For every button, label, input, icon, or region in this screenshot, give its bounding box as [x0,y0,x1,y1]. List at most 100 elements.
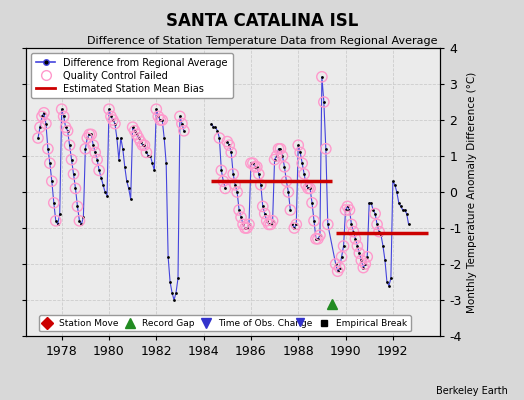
Point [340,243,348,249]
Point [260,210,269,217]
Point [223,138,232,145]
Point [353,243,362,249]
Point [347,221,356,228]
Text: SANTA CATALINA ISL: SANTA CATALINA ISL [166,12,358,30]
Point [272,153,281,159]
Point [42,120,50,127]
Point [284,189,292,195]
Point [270,156,279,163]
Legend: Station Move, Record Gap, Time of Obs. Change, Empirical Break: Station Move, Record Gap, Time of Obs. C… [39,315,411,332]
Point [46,160,54,166]
Point [38,113,46,120]
Text: Berkeley Earth: Berkeley Earth [436,386,508,396]
Point [142,149,150,156]
Point [290,225,299,231]
Point [178,120,186,127]
Point [349,228,357,235]
Point [133,131,141,138]
Point [219,178,227,184]
Point [345,207,354,213]
Point [140,142,149,148]
Point [361,261,369,267]
Point [180,128,188,134]
Point [276,146,285,152]
Point [371,210,379,217]
Point [158,117,167,123]
Point [34,135,42,141]
Point [221,185,230,192]
Point [156,117,165,123]
Point [257,182,265,188]
Point [310,218,318,224]
Point [239,221,247,228]
Point [359,264,367,271]
Point [300,171,308,177]
Point [105,106,113,112]
Point [95,167,103,174]
Point [335,264,344,271]
Point [109,117,117,123]
Point [225,142,233,148]
Point [308,200,316,206]
Point [134,135,143,141]
Point [130,128,139,134]
Point [294,142,302,148]
Point [87,131,95,138]
Point [68,156,76,163]
Point [83,135,92,141]
Point [59,113,68,120]
Point [136,138,145,145]
Point [341,207,350,213]
Point [111,120,119,127]
Point [235,207,243,213]
Point [215,135,224,141]
Point [243,225,251,231]
Point [258,203,267,210]
Point [241,225,249,231]
Point [40,110,48,116]
Point [61,124,70,130]
Point [332,261,340,267]
Point [278,153,287,159]
Point [333,268,342,274]
Point [318,74,326,80]
Point [89,142,97,148]
Point [58,106,66,112]
Text: Difference of Station Temperature Data from Regional Average: Difference of Station Temperature Data f… [87,36,437,46]
Point [298,160,307,166]
Point [363,254,372,260]
Point [292,221,300,228]
Point [50,200,58,206]
Point [266,221,275,228]
Point [375,228,383,235]
Point [253,164,261,170]
Point [229,171,237,177]
Point [71,185,80,192]
Point [73,203,82,210]
Point [320,99,328,105]
Point [249,160,257,166]
Point [322,146,330,152]
Point [286,207,294,213]
Point [245,221,253,228]
Point [237,214,245,220]
Point [91,149,100,156]
Point [255,171,263,177]
Point [265,221,273,228]
Point [128,124,137,130]
Point [302,182,310,188]
Point [373,221,381,228]
Point [51,218,60,224]
Point [296,149,304,156]
Point [63,128,72,134]
Point [138,142,147,148]
Point [312,236,320,242]
Point [250,164,259,170]
Point [152,106,160,112]
Point [357,257,366,264]
Point [247,160,255,166]
Point [280,164,289,170]
Point [43,146,52,152]
Point [343,203,352,210]
Point [306,185,314,192]
